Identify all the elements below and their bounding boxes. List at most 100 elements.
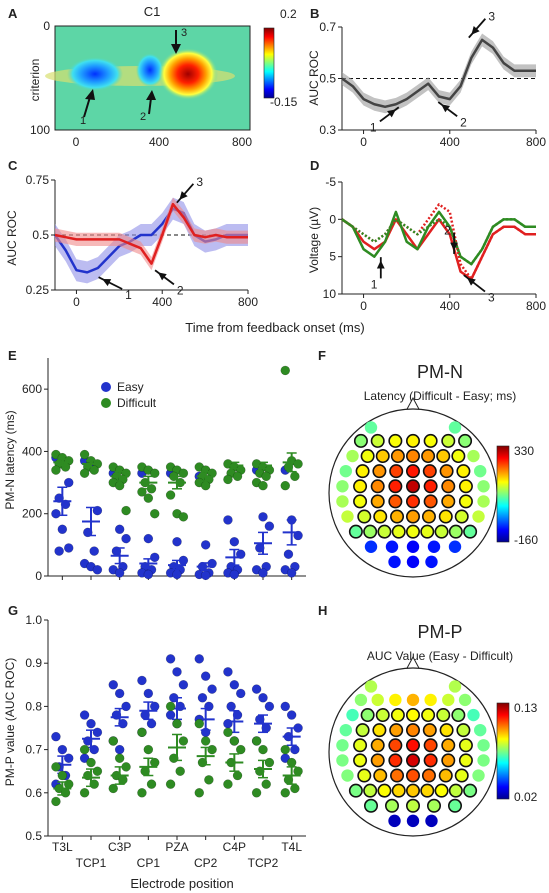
chart-g-difficult-point-1-1: [86, 757, 96, 768]
chart-d-plot: -5 0 5 10 0 400 800 1 2 3: [323, 175, 547, 313]
chart-g-easy-point-5-0: [194, 654, 205, 664]
chart-d-xtick-label-2: 800: [526, 299, 546, 313]
chart-c-arrow-2-head: [157, 272, 167, 281]
chart-e-ylabel: PM-N latency (ms): [3, 410, 17, 509]
chart-e-easy-point-1-2: [92, 505, 103, 516]
topomap-h-title: PM-P: [418, 622, 463, 642]
topo-h-electrode-20: [372, 723, 387, 738]
topo-h-electrode-24: [439, 723, 454, 738]
chart-g-difficult-point-2-1: [114, 753, 125, 763]
chart-b-xtick-label-0: 0: [360, 135, 367, 149]
chart-g-difficult-point-5-2: [207, 744, 217, 755]
topo-h-electrode-56: [377, 783, 392, 798]
topo-f-electrode-14: [421, 449, 436, 464]
chart-e-ytick-label-1: 200: [22, 507, 42, 521]
topo-f-electrode-37: [353, 494, 368, 509]
topo-f-electrode-13: [405, 449, 420, 464]
chart-e-easy-point-2-6: [114, 568, 125, 578]
chart-c-xtick-label-2: 800: [238, 295, 258, 309]
chart-b-series-0-line: [341, 38, 536, 109]
topo-f-electrode-67: [448, 540, 462, 553]
topo-h-electrode-16: [451, 708, 466, 723]
chart-e-difficult-point-2-7: [121, 505, 131, 516]
chart-b-arrow-2-head: [441, 104, 450, 113]
topo-f-electrode-2: [353, 433, 368, 448]
chart-g-easy-point-8-4: [290, 744, 300, 755]
topo-f-electrode-18: [339, 464, 352, 478]
topo-h-electrode-70: [425, 814, 438, 828]
topo-h-electrode-64: [384, 798, 399, 813]
topo-f-electrode-55: [363, 524, 378, 539]
topo-h-electrode-5: [406, 693, 420, 707]
chart-c-series-1-line: [54, 202, 248, 265]
chart-e-easy-point-4-6: [172, 569, 182, 580]
chart-d-series-0-line: [341, 218, 536, 281]
topomap-f-title: PM-N: [417, 362, 463, 382]
chart-g-category-label-8: T4L: [281, 840, 302, 854]
topo-f-electrode-58: [405, 524, 420, 539]
chart-e-difficult-point-3-5: [137, 487, 147, 497]
chart-d-arrow-3-label: 3: [488, 291, 495, 305]
chart-c-arrow-3-label: 3: [196, 175, 203, 189]
topo-h-electrode-68: [388, 814, 401, 828]
chart-g-category-label-3: CP1: [137, 856, 161, 870]
heatmap-a-cold-blob-2: [136, 53, 164, 87]
chart-g-difficult-point-5-0: [194, 718, 205, 729]
chart-d-arrow-3-shaft: [463, 274, 486, 293]
chart-e-easy-point-7-6: [258, 568, 268, 578]
topo-h-electrode-11: [375, 708, 390, 723]
topo-h-electrode-27: [336, 739, 349, 752]
chart-g-easy-point-0-1: [57, 744, 68, 755]
topo-f-electrode-6: [423, 433, 438, 448]
topo-h-electrode-39: [388, 753, 403, 768]
chart-g-ytick-label-4: 0.9: [25, 656, 42, 670]
topomap-f-colorbar-min: -160: [514, 533, 538, 547]
chart-d-ytick-label-2: 5: [329, 250, 336, 264]
topo-f-electrode-68: [388, 555, 401, 569]
chart-e-difficult-point-8-0: [280, 365, 291, 376]
chart-e-difficult-point-6-5: [223, 474, 233, 485]
topo-h-electrode-22: [405, 723, 420, 738]
topo-f-electrode-57: [391, 524, 406, 539]
topo-h-electrode-17: [467, 708, 480, 722]
topo-f-electrode-54: [348, 524, 363, 539]
topo-h-electrode-7: [442, 693, 455, 707]
topo-h-electrode-40: [405, 753, 420, 768]
chart-g-difficult-point-3-4: [146, 779, 157, 789]
topo-h-electrode-58: [405, 783, 420, 798]
topo-f-electrode-46: [357, 509, 372, 524]
chart-e-easy-point-8-6: [286, 568, 297, 578]
chart-d-xtick-label-1: 400: [440, 299, 460, 313]
chart-g-easy-point-5-3: [197, 693, 208, 703]
chart-g-easy-point-3-2: [149, 701, 160, 712]
chart-g-difficult-point-8-1: [286, 757, 297, 768]
chart-e-difficult-point-2-6: [114, 480, 125, 491]
topo-f-electrode-50: [421, 509, 436, 524]
topo-f-electrode-42: [441, 494, 456, 509]
topo-f-electrode-47: [373, 509, 388, 524]
topo-h-electrode-23: [422, 723, 437, 738]
chart-e-difficult-point-8-5: [280, 480, 291, 491]
topo-f-electrode-12: [390, 449, 405, 464]
topo-h-electrode-18: [339, 723, 352, 737]
panel-letter-f: F: [318, 348, 326, 363]
chart-g-easy-point-0-2: [63, 753, 74, 763]
chart-b-xtick-label-1: 400: [440, 135, 460, 149]
chart-g-difficult-point-5-1: [200, 736, 211, 746]
topo-f-electrode-60: [434, 524, 449, 539]
topo-h-electrode-30: [388, 738, 403, 753]
topo-f-electrode-31: [405, 479, 420, 494]
chart-g-difficult-point-6-2: [235, 744, 246, 755]
chart-g-easy-point-7-1: [258, 693, 268, 703]
topo-f-electrode-10: [360, 449, 375, 464]
chart-e-difficult-point-8-4: [290, 471, 300, 482]
heatmap-a-colorbar-max: 0.2: [280, 7, 297, 21]
topo-h-electrode-8: [458, 693, 472, 707]
chart-b-arrow-3-label: 3: [488, 10, 495, 24]
panel-letter-g: G: [8, 603, 18, 618]
heatmap-a-colorbar: [263, 27, 275, 99]
chart-g-easy-point-8-0: [280, 701, 291, 712]
chart-g-xlabel: Electrode position: [130, 876, 233, 891]
topo-f-electrode-24: [439, 464, 454, 479]
